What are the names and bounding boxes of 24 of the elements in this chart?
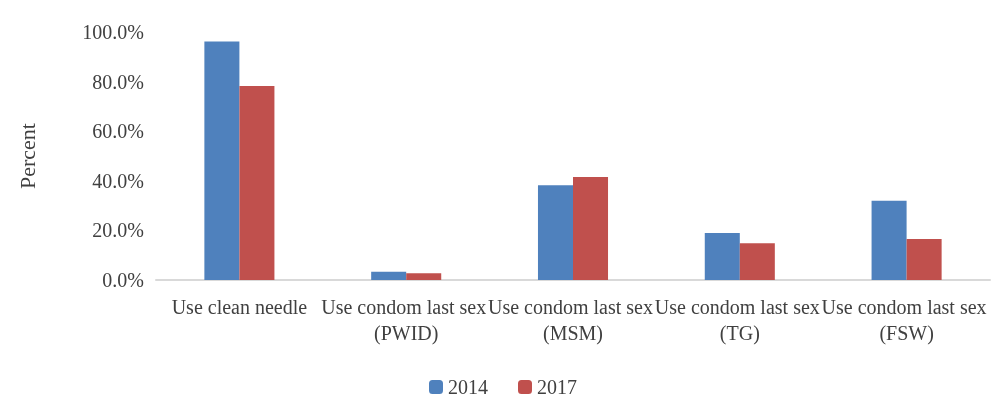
x-tick-label: Use condom last sex (FSW)	[821, 296, 992, 345]
y-tick-label: 60.0%	[92, 120, 144, 143]
x-tick-label: Use condom last sex (TG)	[654, 296, 820, 345]
y-tick-label: 100.0%	[82, 21, 144, 43]
bar	[537, 185, 573, 280]
bar	[573, 177, 609, 280]
x-tick-label: Use clean needle	[171, 296, 308, 318]
bar	[906, 239, 942, 280]
legend-label: 2014	[448, 376, 488, 398]
y-tick-label: 0.0%	[102, 269, 144, 291]
legend-label: 2017	[537, 376, 577, 398]
x-tick-label: Use condom last sex (MSM)	[488, 296, 653, 345]
bar	[204, 41, 240, 280]
bar	[871, 200, 907, 280]
bar	[371, 271, 407, 280]
y-tick-label: 40.0%	[92, 169, 144, 192]
y-tick-label: 80.0%	[92, 70, 144, 93]
x-tick-label: Use condom last sex (PWID)	[321, 296, 487, 345]
bar	[239, 86, 275, 280]
bar	[406, 273, 442, 280]
y-tick-label: 20.0%	[92, 219, 144, 242]
bar	[739, 243, 775, 280]
bar	[704, 232, 740, 280]
y-axis-title: Percent	[14, 123, 40, 189]
